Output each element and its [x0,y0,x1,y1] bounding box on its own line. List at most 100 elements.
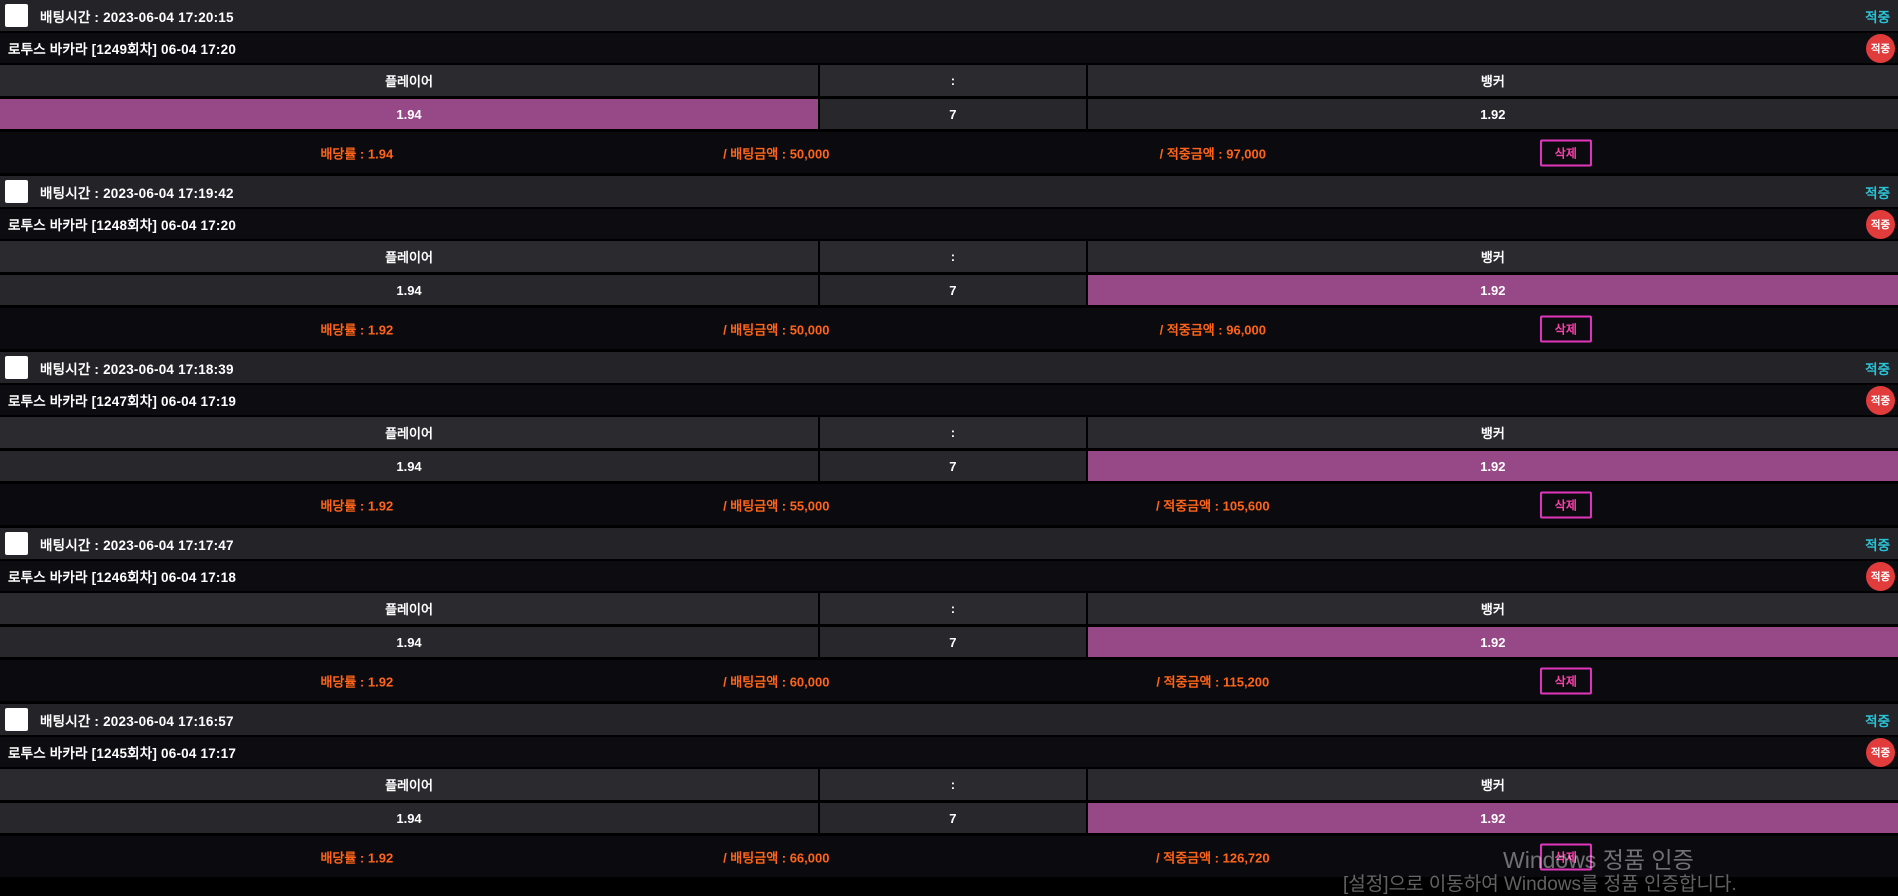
hit-status-badge: 적중 [1866,209,1895,239]
odds-header-row: 플레이어 : 뱅커 [0,593,1898,627]
banker-odds-cell: 1.92 [1087,275,1898,305]
player-odds-cell: 1.94 [0,451,819,481]
odds-summary-text: 배당률 : 1.92 [320,850,394,865]
banker-header-cell: 뱅커 [1087,417,1898,448]
hit-status-badge: 적중 [1866,737,1895,767]
game-title: 로투스 바카라 [1248회차] 06-04 17:20 [8,218,237,233]
bet-summary-row: 배당률 : 1.92 / 배팅금액 : 50,000 / 적중금액 : 96,0… [0,308,1898,349]
hit-status-badge: 적중 [1866,561,1895,591]
game-title-row: 로투스 바카라 [1246회차] 06-04 17:18 적중 [0,561,1898,593]
player-odds-cell: 1.94 [0,627,819,657]
bet-block: 배팅시간 : 2023-06-04 17:17:47 적중 로투스 바카라 [1… [0,528,1898,704]
bet-time-row: 배팅시간 : 2023-06-04 17:17:47 적중 [0,528,1898,561]
bet-select-checkbox[interactable] [5,180,28,203]
bet-amount-summary-text: / 배팅금액 : 55,000 [723,498,830,513]
banker-odds-cell: 1.92 [1087,99,1898,129]
bet-amount-summary-text: / 배팅금액 : 66,000 [723,850,830,865]
odds-header-row: 플레이어 : 뱅커 [0,65,1898,99]
bet-block: 배팅시간 : 2023-06-04 17:20:15 적중 로투스 바카라 [1… [0,0,1898,176]
bet-time-label: 배팅시간 : 2023-06-04 17:18:39 [40,361,234,377]
tie-header-cell: : [820,769,1086,800]
delete-button[interactable]: 삭제 [1539,139,1592,166]
tie-header-cell: : [820,241,1086,272]
bet-time-row: 배팅시간 : 2023-06-04 17:16:57 적중 [0,704,1898,737]
odds-summary-text: 배당률 : 1.92 [320,674,394,689]
bet-amount-summary-text: / 배팅금액 : 60,000 [723,674,830,689]
hit-status-text: 적중 [1865,185,1890,201]
bet-block: 배팅시간 : 2023-06-04 17:18:39 적중 로투스 바카라 [1… [0,352,1898,528]
banker-odds-cell: 1.92 [1087,451,1898,481]
bet-summary-row: 배당률 : 1.92 / 배팅금액 : 60,000 / 적중금액 : 115,… [0,660,1898,701]
hit-status-text: 적중 [1865,713,1890,729]
odds-header-row: 플레이어 : 뱅커 [0,241,1898,275]
bet-time-label: 배팅시간 : 2023-06-04 17:16:57 [40,713,234,729]
tie-odds-cell: 7 [820,275,1086,305]
bet-time-label: 배팅시간 : 2023-06-04 17:20:15 [40,9,234,25]
bet-amount-summary-text: / 배팅금액 : 50,000 [723,146,830,161]
player-header-cell: 플레이어 [0,417,819,448]
bet-time-label: 배팅시간 : 2023-06-04 17:17:47 [40,537,234,553]
game-title: 로투스 바카라 [1245회차] 06-04 17:17 [8,746,237,761]
tie-header-cell: : [820,417,1086,448]
game-title: 로투스 바카라 [1247회차] 06-04 17:19 [8,394,237,409]
game-title-row: 로투스 바카라 [1245회차] 06-04 17:17 적중 [0,737,1898,769]
banker-odds-cell: 1.92 [1087,803,1898,833]
game-title: 로투스 바카라 [1249회차] 06-04 17:20 [8,42,237,57]
tie-odds-cell: 7 [820,627,1086,657]
game-title: 로투스 바카라 [1246회차] 06-04 17:18 [8,570,237,585]
game-title-row: 로투스 바카라 [1248회차] 06-04 17:20 적중 [0,209,1898,241]
bet-block: 배팅시간 : 2023-06-04 17:16:57 적중 로투스 바카라 [1… [0,704,1898,880]
bet-select-checkbox[interactable] [5,708,28,731]
player-odds-cell: 1.94 [0,275,819,305]
tie-odds-cell: 7 [820,451,1086,481]
bet-time-row: 배팅시간 : 2023-06-04 17:19:42 적중 [0,176,1898,209]
odds-values-row: 1.94 7 1.92 [0,275,1898,308]
odds-values-row: 1.94 7 1.92 [0,451,1898,484]
banker-header-cell: 뱅커 [1087,593,1898,624]
banker-header-cell: 뱅커 [1087,769,1898,800]
odds-values-row: 1.94 7 1.92 [0,627,1898,660]
hit-status-badge: 적중 [1866,385,1895,415]
player-odds-cell: 1.94 [0,99,819,129]
bet-amount-summary-text: / 배팅금액 : 50,000 [723,322,830,337]
bet-summary-row: 배당률 : 1.92 / 배팅금액 : 66,000 / 적중금액 : 126,… [0,836,1898,877]
win-amount-summary-text: / 적중금액 : 97,000 [1159,146,1267,161]
delete-button[interactable]: 삭제 [1539,315,1592,342]
bet-select-checkbox[interactable] [5,356,28,379]
odds-summary-text: 배당률 : 1.92 [320,322,394,337]
game-title-row: 로투스 바카라 [1247회차] 06-04 17:19 적중 [0,385,1898,417]
bet-select-checkbox[interactable] [5,532,28,555]
tie-odds-cell: 7 [820,803,1086,833]
hit-status-text: 적중 [1865,9,1890,25]
bet-block: 배팅시간 : 2023-06-04 17:19:42 적중 로투스 바카라 [1… [0,176,1898,352]
delete-button[interactable]: 삭제 [1539,843,1592,870]
win-amount-summary-text: / 적중금액 : 96,000 [1159,322,1267,337]
tie-odds-cell: 7 [820,99,1086,129]
banker-odds-cell: 1.92 [1087,627,1898,657]
bet-select-checkbox[interactable] [5,4,28,27]
win-amount-summary-text: / 적중금액 : 126,720 [1156,850,1270,865]
bet-time-label: 배팅시간 : 2023-06-04 17:19:42 [40,185,234,201]
hit-status-text: 적중 [1865,361,1890,377]
delete-button[interactable]: 삭제 [1539,667,1592,694]
player-odds-cell: 1.94 [0,803,819,833]
odds-header-row: 플레이어 : 뱅커 [0,417,1898,451]
bet-summary-row: 배당률 : 1.94 / 배팅금액 : 50,000 / 적중금액 : 97,0… [0,132,1898,173]
banker-header-cell: 뱅커 [1087,65,1898,96]
hit-status-text: 적중 [1865,537,1890,553]
bet-time-row: 배팅시간 : 2023-06-04 17:18:39 적중 [0,352,1898,385]
odds-values-row: 1.94 7 1.92 [0,99,1898,132]
banker-header-cell: 뱅커 [1087,241,1898,272]
game-title-row: 로투스 바카라 [1249회차] 06-04 17:20 적중 [0,33,1898,65]
win-amount-summary-text: / 적중금액 : 105,600 [1156,498,1270,513]
delete-button[interactable]: 삭제 [1539,491,1592,518]
bet-time-row: 배팅시간 : 2023-06-04 17:20:15 적중 [0,0,1898,33]
player-header-cell: 플레이어 [0,769,819,800]
odds-values-row: 1.94 7 1.92 [0,803,1898,836]
odds-summary-text: 배당률 : 1.94 [320,146,394,161]
player-header-cell: 플레이어 [0,593,819,624]
player-header-cell: 플레이어 [0,65,819,96]
hit-status-badge: 적중 [1866,33,1895,63]
tie-header-cell: : [820,593,1086,624]
